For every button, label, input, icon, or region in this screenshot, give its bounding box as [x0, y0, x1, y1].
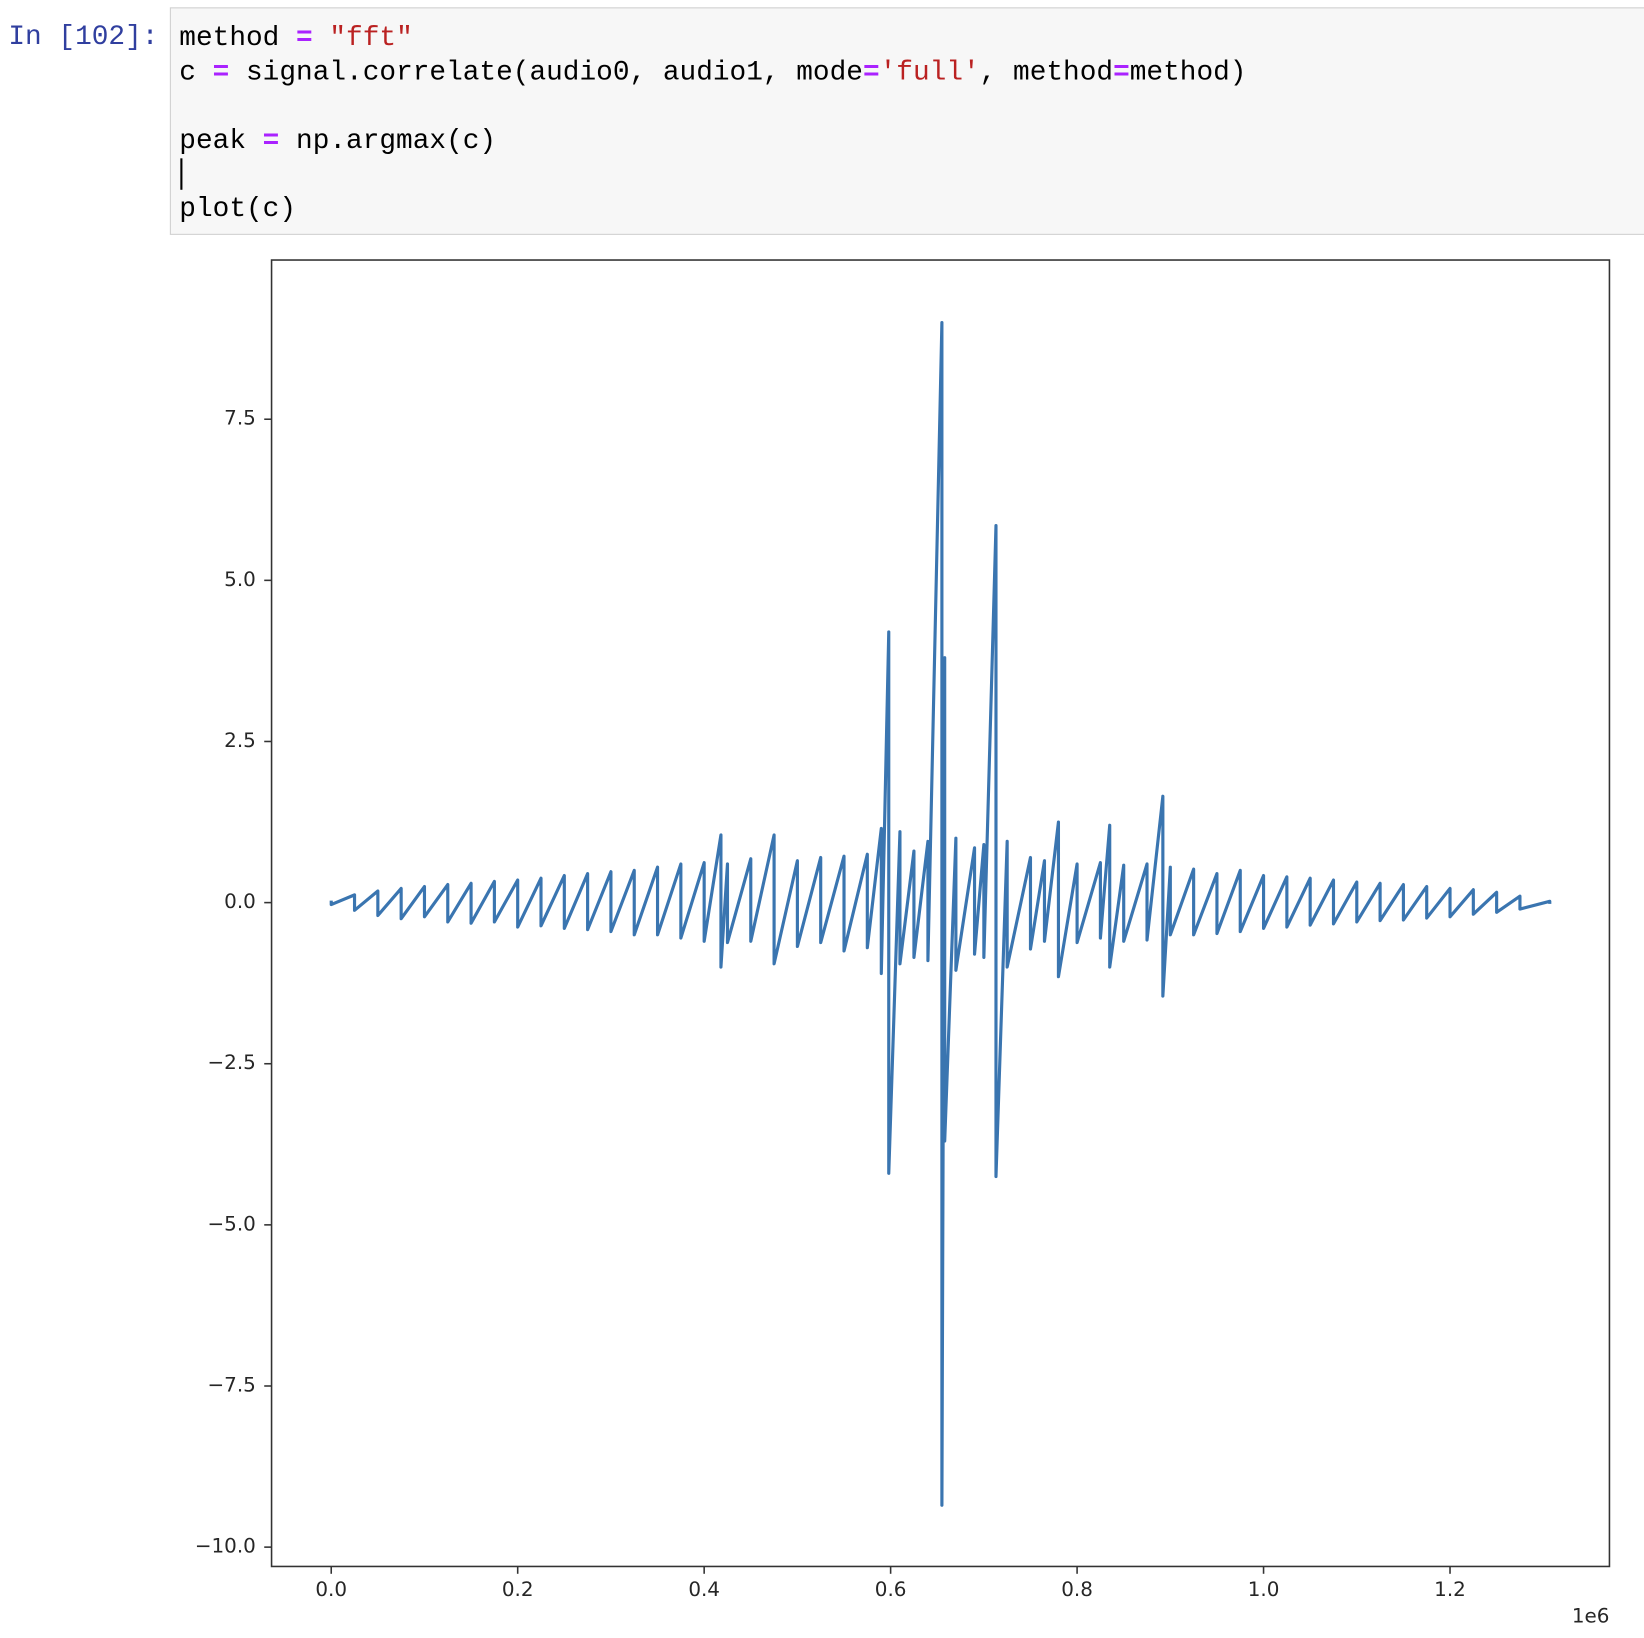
code-token: 'full': [879, 56, 980, 88]
x-tick-label: 0.4: [688, 1578, 720, 1601]
x-tick-label: 1.0: [1248, 1578, 1280, 1601]
x-offset-label: 1e6: [1572, 1604, 1610, 1627]
code-token: signal.correlate(audio0, audio1, mode: [229, 56, 863, 88]
code-line: plot(c): [179, 191, 1246, 225]
code-line: c = signal.correlate(audio0, audio1, mod…: [179, 55, 1246, 89]
code-token: method: [179, 22, 297, 54]
code-cell[interactable]: method = "fft" c = signal.correlate(audio…: [169, 7, 1644, 235]
code-token: , method: [979, 56, 1114, 88]
code-token: =: [262, 124, 280, 156]
y-tick-label: −2.5: [207, 1051, 255, 1074]
code-token: "fft": [329, 22, 413, 54]
y-tick-label: −5.0: [207, 1212, 255, 1235]
code-token: =: [862, 56, 880, 88]
line-series: [329, 320, 1552, 1507]
y-tick-label: −10.0: [195, 1535, 256, 1558]
y-tick-label: 5.0: [224, 568, 256, 591]
code-token: method): [1129, 56, 1247, 88]
code-token: =: [1113, 56, 1130, 88]
code-token: peak: [179, 124, 263, 156]
code-editor[interactable]: method = "fft" c = signal.correlate(audio…: [179, 21, 1246, 225]
code-line: peak = np.argmax(c): [179, 123, 1246, 157]
x-tick-label: 0.2: [502, 1578, 534, 1601]
code-token: plot(c): [179, 192, 297, 224]
plot-frame: [270, 259, 1611, 1568]
x-tick-label: 1.2: [1434, 1578, 1466, 1601]
cell-prompt: In [102]:: [8, 20, 159, 53]
code-token: c: [179, 56, 213, 88]
y-tick-label: 2.5: [224, 729, 256, 752]
x-tick-label: 0.6: [875, 1578, 907, 1601]
y-tick-label: 0.0: [224, 890, 256, 913]
x-tick-label: 0.0: [315, 1578, 347, 1601]
code-token: np.argmax(c): [279, 124, 497, 156]
code-token: =: [296, 22, 313, 54]
y-tick-label: −7.5: [207, 1373, 255, 1396]
code-token: =: [212, 56, 230, 88]
code-line: method = "fft": [179, 21, 1246, 55]
text-cursor: [180, 158, 183, 190]
y-tick-label: 7.5: [224, 407, 256, 430]
x-tick-label: 0.8: [1061, 1578, 1093, 1601]
